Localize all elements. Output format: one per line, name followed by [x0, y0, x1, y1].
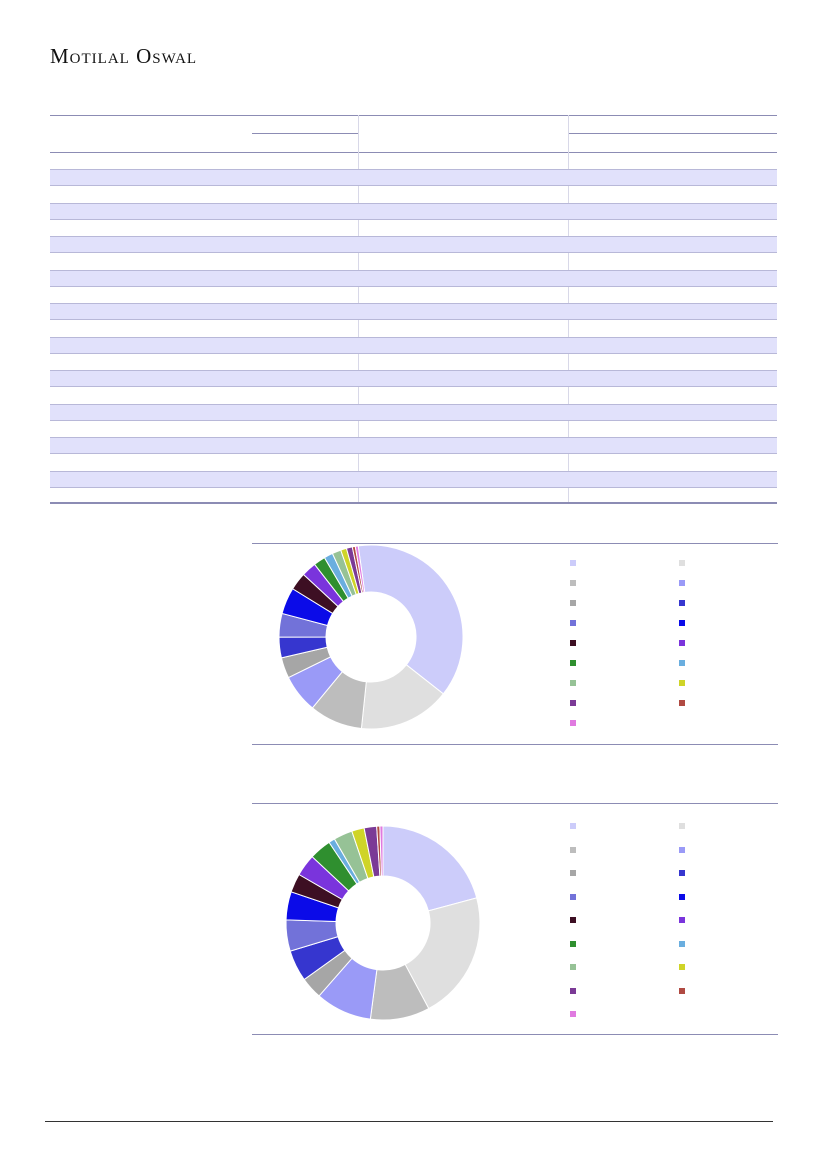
legend-swatch	[570, 700, 576, 706]
legend-swatch	[679, 580, 685, 586]
table-row-band	[50, 269, 777, 286]
table-row-rule	[50, 185, 777, 186]
legend-swatch	[570, 560, 576, 566]
table-row-rule	[50, 285, 777, 287]
table-row-band	[50, 303, 777, 319]
legend-swatch	[679, 620, 685, 626]
legend-swatch	[679, 560, 685, 566]
table-row-rule	[50, 370, 777, 371]
legend-swatch	[570, 940, 576, 947]
legend-swatch	[679, 940, 685, 947]
donut-chart-1	[252, 543, 778, 746]
legend-swatch	[679, 680, 685, 686]
legend-swatch	[679, 700, 685, 706]
table-row-band	[50, 202, 777, 219]
legend-swatch	[570, 640, 576, 646]
chart-bottom-rule	[252, 1034, 778, 1035]
table-row-rule	[50, 303, 777, 304]
legend-swatch	[570, 917, 576, 923]
table-row-rule	[50, 319, 777, 320]
donut-slice	[354, 545, 366, 594]
table-row-rule	[50, 336, 777, 338]
donut-slice	[357, 544, 464, 695]
table-row-rule	[50, 486, 777, 488]
table-row-band	[50, 403, 777, 420]
legend-swatch	[679, 893, 685, 900]
group-rule-3	[568, 133, 777, 134]
chart-bottom-rule	[252, 744, 778, 745]
legend-swatch	[570, 720, 576, 726]
legend-swatch	[679, 660, 685, 666]
donut-chart-2	[252, 803, 778, 1036]
legend-swatch	[679, 600, 685, 606]
legend-swatch	[570, 870, 576, 876]
legend-swatch	[679, 823, 685, 829]
legend-swatch	[570, 987, 576, 994]
legend-swatch	[679, 640, 685, 646]
table-row-rule	[50, 386, 777, 387]
footer-rule	[45, 1121, 773, 1122]
legend-swatch	[570, 600, 576, 606]
donut-svg	[278, 544, 464, 730]
table-row-rule	[50, 403, 777, 405]
table-row-rule	[50, 419, 777, 421]
table-row-band	[50, 236, 777, 252]
legend-swatch	[679, 846, 685, 853]
table-row-rule	[50, 352, 777, 354]
chart-top-rule	[252, 803, 778, 804]
table-row-band	[50, 437, 777, 453]
legend-swatch	[570, 964, 576, 970]
table-row-rule	[50, 437, 777, 438]
table-row-band	[50, 336, 777, 353]
legend-swatch	[570, 580, 576, 586]
table-row-rule	[50, 169, 777, 170]
legend-swatch	[679, 917, 685, 923]
legend-swatch	[679, 964, 685, 970]
brand-logo: Motilal Oswal	[50, 44, 198, 68]
legend-swatch	[570, 846, 576, 853]
data-table	[50, 115, 777, 505]
donut-slice	[382, 825, 478, 912]
table-row-rule	[50, 453, 777, 454]
table-header-rule	[50, 152, 777, 153]
donut-slice	[379, 825, 384, 877]
table-row-rule	[50, 470, 777, 472]
table-row-band	[50, 470, 777, 487]
table-row-rule	[50, 252, 777, 253]
legend-swatch	[679, 987, 685, 994]
legend-swatch	[570, 620, 576, 626]
table-row-rule	[50, 218, 777, 220]
group-rule-1	[252, 133, 358, 134]
legend-swatch	[570, 893, 576, 900]
table-top-rule	[50, 115, 777, 116]
table-row-rule	[50, 236, 777, 237]
legend-swatch	[570, 823, 576, 829]
legend-swatch	[570, 660, 576, 666]
chart-top-rule	[252, 543, 778, 544]
legend-swatch	[570, 1011, 576, 1017]
table-row-band	[50, 370, 777, 386]
donut-svg	[285, 825, 481, 1021]
legend-swatch	[679, 870, 685, 876]
legend-swatch	[570, 680, 576, 686]
table-row-rule	[50, 269, 777, 271]
table-row-rule	[50, 202, 777, 204]
table-row-band	[50, 169, 777, 185]
table-bottom-rule	[50, 502, 777, 504]
